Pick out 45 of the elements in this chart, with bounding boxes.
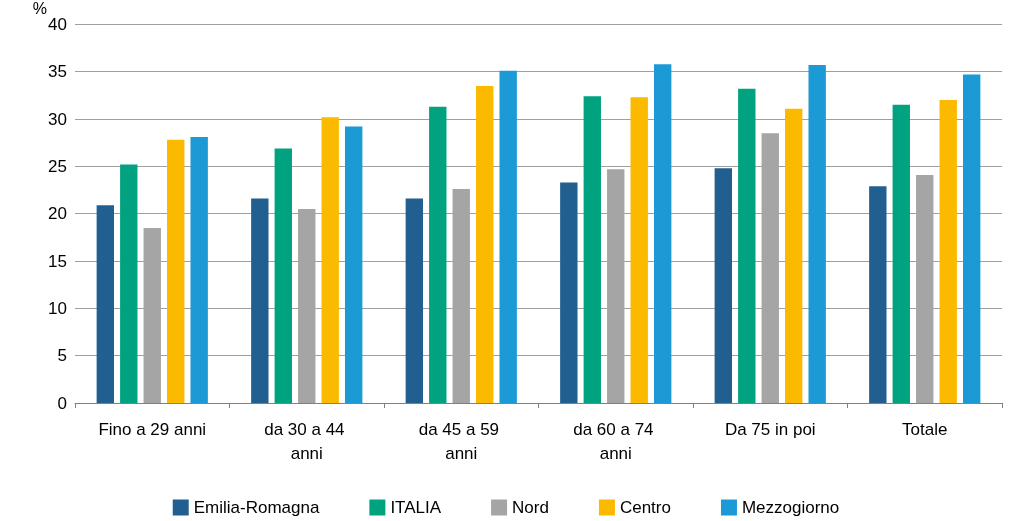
y-tick-label: 25	[48, 156, 67, 176]
bar	[869, 186, 887, 403]
legend-label: Mezzogiorno	[741, 498, 840, 517]
y-tick-label: 30	[48, 109, 67, 129]
bar	[808, 65, 826, 403]
legend-label: Emilia-Romagna	[193, 498, 320, 517]
bar	[344, 126, 363, 403]
bar	[630, 97, 648, 403]
y-tick-label: 5	[57, 346, 67, 366]
x-tick-label: Totale	[902, 419, 948, 439]
x-tick-label: Fino a 29 anni	[98, 419, 207, 439]
x-tick-label: Da 75 in poi	[724, 419, 816, 439]
bar	[476, 85, 494, 403]
y-tick-label: 10	[48, 298, 67, 318]
bar	[560, 182, 578, 403]
bar	[429, 106, 447, 403]
bar	[274, 148, 292, 403]
x-tick-label: da 30 a 44 anni	[264, 419, 350, 463]
legend-label: ITALIA	[390, 498, 442, 517]
bar	[405, 198, 424, 403]
bar	[962, 74, 981, 403]
bar	[653, 64, 672, 403]
bar	[120, 164, 138, 403]
bar	[583, 96, 601, 403]
y-tick-label: 15	[48, 251, 67, 271]
bar	[321, 117, 339, 403]
bar	[499, 70, 517, 403]
bar	[167, 139, 185, 403]
legend-label: Nord	[512, 498, 549, 517]
y-tick-label: 20	[48, 204, 67, 224]
bar	[939, 100, 957, 403]
bar	[251, 198, 269, 403]
y-tick-label: 35	[48, 62, 67, 82]
y-tick-label: 40	[48, 14, 67, 34]
x-tick-label: da 45 a 59 anni	[418, 419, 504, 463]
bar	[738, 88, 756, 403]
y-axis-title: %	[32, 0, 47, 17]
bar	[892, 104, 910, 403]
bar	[714, 168, 733, 403]
y-tick-label: 0	[57, 393, 67, 413]
bar	[96, 205, 115, 403]
bar	[190, 137, 208, 403]
legend-label: Centro	[619, 498, 671, 517]
x-tick-label: da 60 a 74 anni	[573, 419, 659, 463]
bar	[785, 108, 803, 403]
